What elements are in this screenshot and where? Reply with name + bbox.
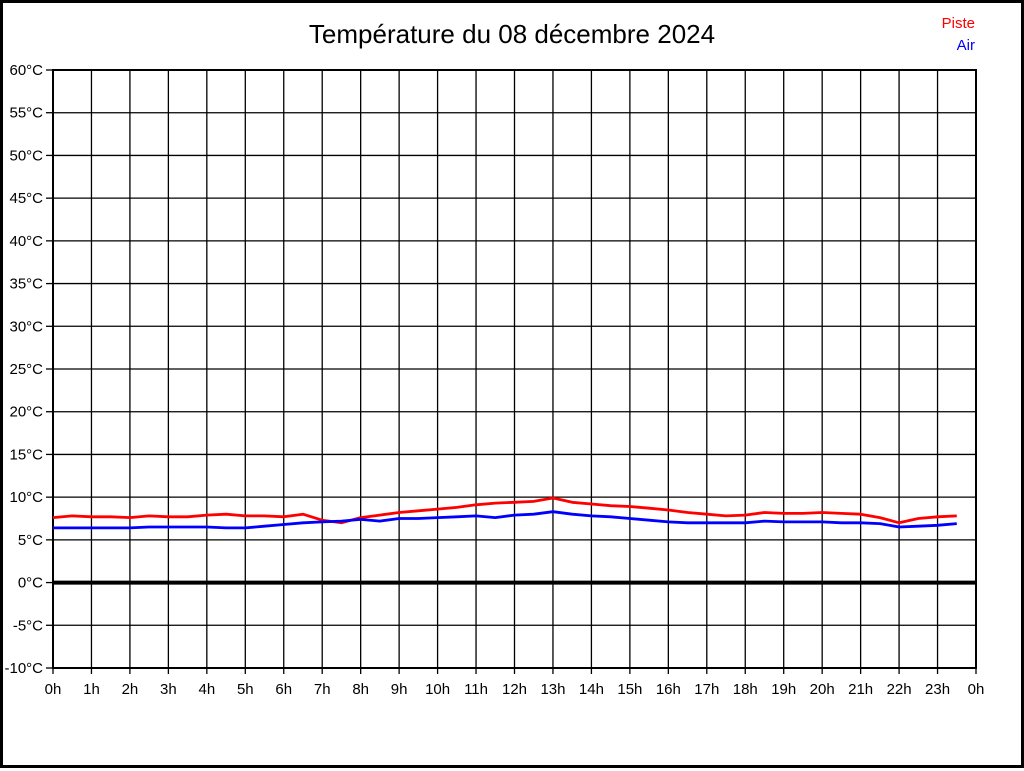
x-axis-label: 19h <box>771 681 796 698</box>
x-axis-label: 17h <box>694 681 719 698</box>
x-axis-label: 10h <box>425 681 450 698</box>
y-axis-label: 0°C <box>18 575 43 592</box>
x-axis-label: 3h <box>160 681 177 698</box>
x-axis-label: 2h <box>122 681 139 698</box>
piste-line <box>52 496 957 525</box>
y-axis-label: 40°C <box>9 233 43 250</box>
y-axis-label: 45°C <box>9 190 43 207</box>
x-axis-label: 7h <box>314 681 331 698</box>
x-axis-label: 23h <box>925 681 950 698</box>
x-axis-label: 20h <box>810 681 835 698</box>
y-axis-label: 50°C <box>9 147 43 164</box>
x-axis-label: 4h <box>198 681 215 698</box>
y-axis-label: 25°C <box>9 361 43 378</box>
y-axis-label: -5°C <box>13 617 43 634</box>
chart-title: Température du 08 décembre 2024 <box>308 19 716 49</box>
y-axis-label: 55°C <box>9 105 43 122</box>
x-axis-label: 18h <box>733 681 758 698</box>
temperature-chart: 60°C 55°C 50°C 45°C 40°C 35°C 30°C 25°C 20°C 15°C… <box>4 62 985 698</box>
legend: Piste Air <box>942 13 975 57</box>
y-axis-label: 15°C <box>9 446 43 463</box>
x-axis-label: 8h <box>352 681 369 698</box>
x-axis-label: 0h <box>45 681 62 698</box>
x-axis-label: 12h <box>502 681 527 698</box>
x-axis-label: 6h <box>275 681 292 698</box>
y-axis-label: 5°C <box>18 532 43 549</box>
x-axis-label: 22h <box>887 681 912 698</box>
x-axis-label: 13h <box>540 681 565 698</box>
x-axis-label: 21h <box>848 681 873 698</box>
y-axis-label: 30°C <box>9 318 43 335</box>
x-axis-label: 9h <box>391 681 408 698</box>
x-axis-label: 1h <box>83 681 100 698</box>
legend-air-label: Air <box>956 37 975 54</box>
x-axis-label: 11h <box>464 681 488 698</box>
y-axis-label: 60°C <box>9 62 43 79</box>
x-axis-label: 5h <box>237 681 254 698</box>
air-line <box>53 510 957 530</box>
y-axis-label: 20°C <box>9 404 43 421</box>
y-axis-label: -10°C <box>4 660 43 677</box>
y-axis-label: 10°C <box>9 489 43 506</box>
x-axis-label: 15h <box>617 681 642 698</box>
x-axis-label: 14h <box>579 681 604 698</box>
x-axis-label: 16h <box>656 681 681 698</box>
legend-piste-label: Piste <box>941 15 975 32</box>
x-axis-label: 0h <box>968 681 985 698</box>
y-axis-label: 35°C <box>9 276 43 293</box>
